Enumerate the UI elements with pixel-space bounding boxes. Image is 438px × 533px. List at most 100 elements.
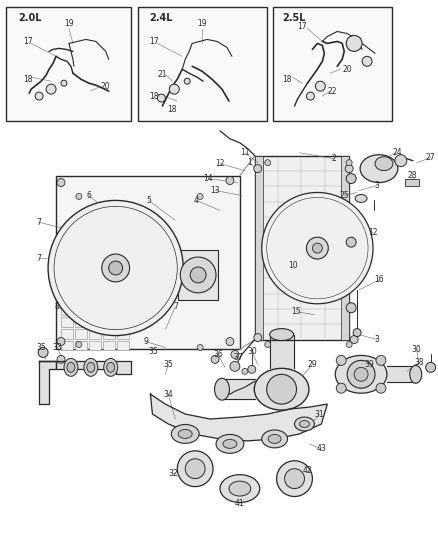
Circle shape — [76, 342, 82, 348]
Bar — [61, 305, 73, 314]
Text: 14: 14 — [203, 174, 212, 183]
Text: 2: 2 — [331, 154, 336, 163]
Ellipse shape — [299, 421, 309, 427]
Circle shape — [336, 356, 346, 365]
Ellipse shape — [335, 356, 386, 393]
Circle shape — [346, 36, 361, 51]
Circle shape — [346, 342, 351, 348]
Text: 5: 5 — [146, 196, 151, 205]
Circle shape — [375, 383, 385, 393]
Circle shape — [253, 165, 261, 173]
Text: 41: 41 — [234, 499, 244, 508]
Text: 2.4L: 2.4L — [149, 13, 173, 22]
Polygon shape — [386, 366, 415, 382]
Text: 19: 19 — [197, 19, 206, 28]
Text: 3: 3 — [374, 335, 378, 344]
Bar — [404, 179, 418, 185]
Circle shape — [425, 362, 434, 373]
Text: 2.0L: 2.0L — [18, 13, 42, 22]
Circle shape — [284, 469, 304, 489]
Circle shape — [353, 367, 367, 381]
Text: 10: 10 — [287, 261, 297, 270]
Text: 13: 13 — [210, 186, 219, 195]
Bar — [117, 329, 128, 338]
Text: 35: 35 — [163, 360, 173, 369]
Circle shape — [109, 261, 122, 275]
Polygon shape — [269, 335, 293, 368]
Text: 35: 35 — [148, 347, 158, 356]
Text: 17: 17 — [23, 37, 33, 46]
Circle shape — [346, 360, 374, 388]
Circle shape — [346, 160, 351, 166]
Ellipse shape — [269, 329, 293, 341]
Polygon shape — [39, 361, 130, 374]
Text: 21: 21 — [157, 70, 166, 79]
Text: 7: 7 — [37, 218, 42, 227]
Circle shape — [190, 267, 205, 283]
Circle shape — [247, 365, 255, 373]
Text: 18: 18 — [149, 92, 159, 101]
Text: 16: 16 — [373, 276, 383, 285]
Ellipse shape — [171, 424, 199, 443]
Ellipse shape — [178, 430, 192, 439]
Text: 18: 18 — [23, 75, 33, 84]
Circle shape — [361, 56, 371, 66]
Bar — [88, 305, 101, 314]
Circle shape — [336, 383, 346, 393]
Bar — [117, 341, 128, 351]
Circle shape — [230, 361, 239, 372]
Bar — [102, 341, 114, 351]
Bar — [178, 250, 218, 300]
Circle shape — [346, 174, 355, 183]
Bar — [102, 329, 114, 338]
Text: 30: 30 — [411, 345, 420, 354]
Bar — [75, 317, 87, 327]
Bar — [117, 305, 128, 314]
Bar — [272, 6, 391, 121]
Ellipse shape — [254, 368, 308, 410]
Circle shape — [177, 451, 212, 487]
Circle shape — [375, 356, 385, 365]
Circle shape — [102, 254, 129, 282]
Circle shape — [57, 356, 65, 364]
Bar — [61, 317, 73, 327]
Bar — [88, 317, 101, 327]
Bar — [75, 341, 87, 351]
Text: 25: 25 — [339, 191, 348, 200]
Circle shape — [241, 368, 247, 374]
Text: 36: 36 — [212, 350, 223, 359]
Text: 24: 24 — [391, 148, 401, 157]
Polygon shape — [39, 361, 56, 404]
Circle shape — [266, 374, 296, 404]
Text: 9: 9 — [143, 337, 148, 346]
Bar — [56, 175, 239, 350]
Text: 38: 38 — [413, 358, 423, 367]
Text: 43: 43 — [316, 445, 325, 454]
Ellipse shape — [359, 155, 397, 182]
Circle shape — [226, 337, 233, 345]
Ellipse shape — [106, 362, 114, 373]
Text: 8: 8 — [55, 302, 59, 311]
Circle shape — [306, 92, 314, 100]
Circle shape — [197, 344, 203, 351]
Circle shape — [57, 337, 65, 345]
Bar — [102, 317, 114, 327]
Ellipse shape — [261, 430, 287, 448]
Circle shape — [226, 176, 233, 184]
Ellipse shape — [229, 481, 250, 496]
Circle shape — [306, 237, 328, 259]
Text: 7: 7 — [173, 302, 177, 311]
Ellipse shape — [219, 475, 259, 503]
Text: 33: 33 — [52, 343, 62, 352]
Text: 3: 3 — [374, 181, 378, 190]
Circle shape — [261, 192, 372, 304]
Text: 35: 35 — [36, 343, 46, 352]
Circle shape — [76, 193, 82, 199]
Bar — [137, 6, 266, 121]
Circle shape — [38, 348, 48, 358]
Ellipse shape — [84, 358, 98, 376]
Text: 31: 31 — [314, 409, 323, 418]
Text: 28: 28 — [406, 171, 416, 180]
Ellipse shape — [223, 439, 237, 448]
Text: 12: 12 — [367, 228, 377, 237]
